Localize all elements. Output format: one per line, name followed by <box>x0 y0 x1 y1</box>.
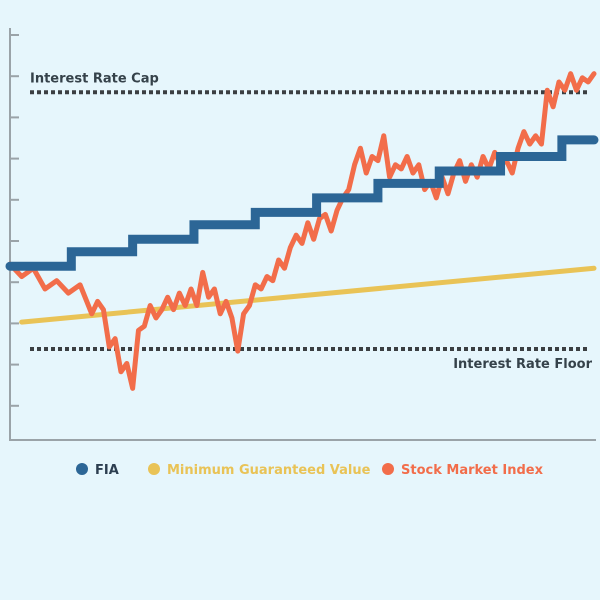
legend-item-fia: FIA <box>76 463 119 478</box>
legend-label-minimum-guaranteed-value: Minimum Guaranteed Value <box>167 463 371 478</box>
series-line-minimum-guaranteed-value <box>19 265 597 325</box>
y-axis-ticks <box>10 34 19 407</box>
reference-lines: Interest Rate Cap Interest Rate Floor <box>30 71 593 372</box>
legend-item-minimum-guaranteed-value: Minimum Guaranteed Value <box>148 463 371 478</box>
series-layer <box>5 71 599 391</box>
legend-label-stock-market-index: Stock Market Index <box>401 463 544 478</box>
series-line-fia <box>5 135 599 271</box>
legend-marker-fia <box>76 463 88 475</box>
series-line-stock-market-index <box>7 71 597 391</box>
interest-rate-cap-label: Interest Rate Cap <box>30 71 159 86</box>
legend-marker-stock-market-index <box>382 463 394 475</box>
interest-rate-floor-label: Interest Rate Floor <box>453 357 592 372</box>
legend-label-fia: FIA <box>95 463 119 478</box>
legend-marker-minimum-guaranteed-value <box>148 463 160 475</box>
legend: FIA Minimum Guaranteed Value Stock Marke… <box>76 463 544 478</box>
legend-item-stock-market-index: Stock Market Index <box>382 463 544 478</box>
axes <box>9 28 596 441</box>
